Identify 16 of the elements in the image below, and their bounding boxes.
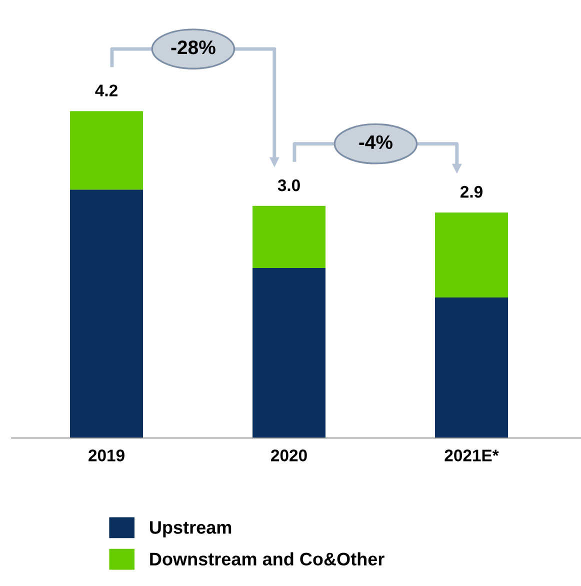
annotation: -4% [359,135,392,149]
text: -28% [171,40,216,54]
x-tick-label: 2019 [88,450,124,462]
annotation: 2.9 [460,186,482,198]
x-tick-label: 2021E* [444,450,499,462]
bar [435,212,508,298]
legend-label: Upstream [150,521,232,538]
x-tick-label: 2020 [271,450,307,462]
bar [435,297,508,438]
bar [70,111,144,190]
bar [252,206,326,268]
bar [252,268,326,438]
annotation: 4.2 [95,84,118,96]
annotation: 3.0 [278,179,300,192]
bar [70,190,144,438]
legend-label: Downstream and Co&Other [150,552,384,566]
